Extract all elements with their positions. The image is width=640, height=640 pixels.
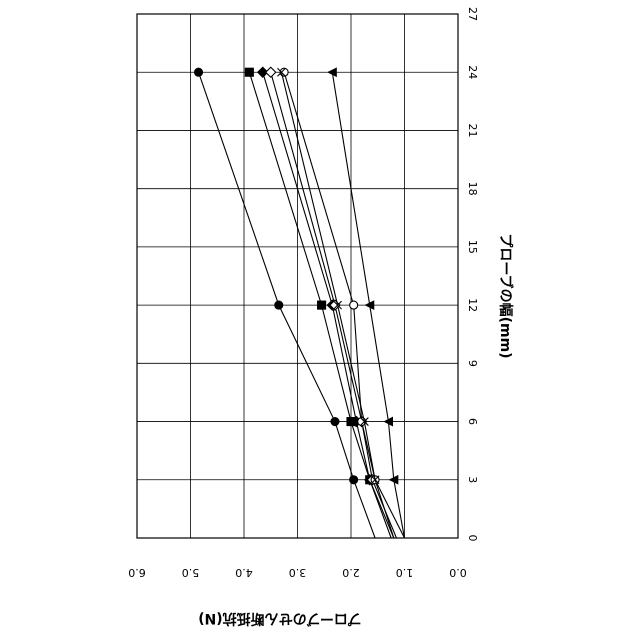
series-layer — [195, 67, 405, 538]
y-tick-label: 6.0 — [128, 566, 146, 579]
data-point — [331, 418, 339, 426]
y-tick-labels: 0.0 1.0 2.0 3.0 4.0 5.0 6.0 — [128, 566, 467, 579]
x-tick-label: 12 — [466, 298, 479, 312]
y-tick-label: 2.0 — [342, 566, 360, 579]
y-tick-label: 1.0 — [396, 566, 414, 579]
x-tick-label: 21 — [466, 123, 479, 137]
x-tick-label: 27 — [466, 7, 479, 21]
x-tick-label: 0 — [466, 535, 479, 542]
x-tick-label: 15 — [466, 240, 479, 254]
grid — [137, 14, 458, 538]
data-point — [350, 301, 358, 309]
data-point — [350, 476, 358, 484]
x-axis-title: プローブの幅(mm) — [497, 233, 514, 358]
x-tick-labels: 0 3 6 9 12 15 18 21 24 27 — [466, 7, 479, 542]
series-5 — [280, 68, 404, 538]
data-point — [245, 68, 253, 76]
x-tick-label: 18 — [466, 182, 479, 196]
series-6 — [277, 68, 393, 538]
y-axis-title: プローブのせん断抵抗(N) — [198, 610, 362, 627]
x-tick-label: 6 — [466, 418, 479, 425]
y-tick-label: 5.0 — [182, 566, 200, 579]
data-point — [275, 301, 283, 309]
y-tick-label: 0.0 — [449, 566, 467, 579]
data-point — [266, 67, 276, 77]
y-tick-label: 3.0 — [289, 566, 307, 579]
data-point — [195, 68, 203, 76]
y-tick-label: 4.0 — [235, 566, 253, 579]
series-1 — [195, 68, 376, 538]
data-point — [318, 301, 326, 309]
x-tick-label: 9 — [466, 360, 479, 367]
x-tick-label: 24 — [466, 65, 479, 79]
x-tick-label: 3 — [466, 476, 479, 483]
